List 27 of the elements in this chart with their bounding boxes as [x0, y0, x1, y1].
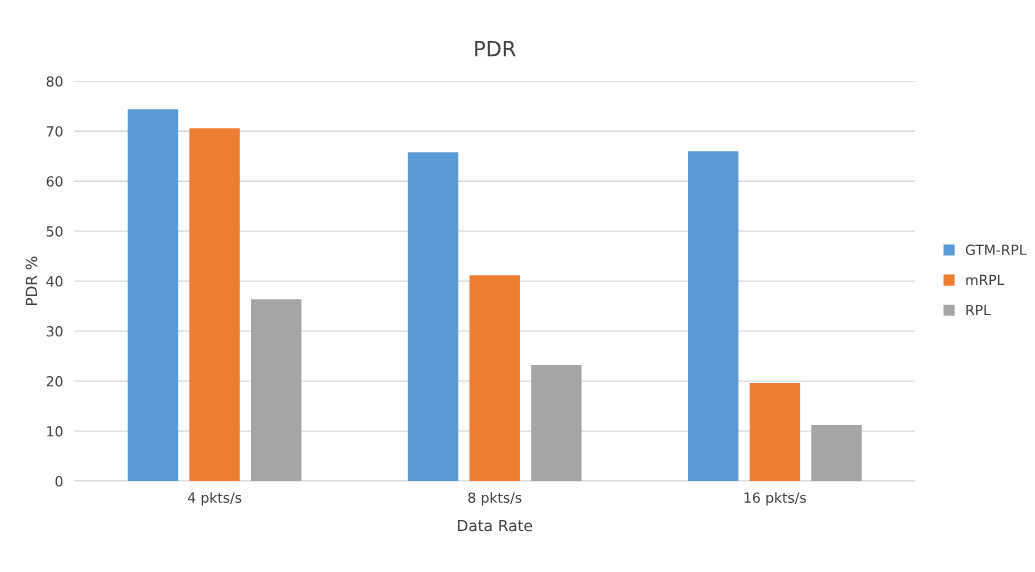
y-tick-label: 30: [46, 326, 63, 337]
bar: [469, 275, 520, 482]
legend-label: mRPL: [966, 274, 1005, 285]
y-tick-label: 50: [46, 226, 63, 237]
y-tick-label: 20: [46, 376, 63, 387]
bar: [189, 128, 240, 482]
chart-title: PDR: [475, 41, 516, 57]
y-tick-label: 80: [46, 76, 63, 87]
y-tick-label: 70: [46, 126, 63, 137]
y-axis-title: PDR %: [25, 256, 38, 306]
bar: [688, 151, 739, 482]
x-tick-label: 4 pkts/s: [187, 492, 242, 506]
x-tick-label: 8 pkts/s: [468, 492, 522, 506]
legend-label: RPL: [966, 304, 991, 316]
y-tick-label: 60: [46, 176, 63, 187]
y-tick-label: 10: [47, 426, 63, 437]
bar: [407, 152, 459, 482]
bar: [811, 425, 862, 482]
bar: [127, 109, 179, 482]
x-axis-title: Data Rate: [458, 519, 533, 532]
legend-label: GTM-RPL: [965, 244, 1027, 256]
bar: [749, 383, 801, 482]
bar: [251, 299, 302, 482]
x-tick-label: 16 pkts/s: [744, 492, 806, 506]
y-tick-label: 0: [55, 476, 63, 487]
y-tick-label: 40: [46, 276, 63, 287]
bar: [531, 365, 582, 482]
